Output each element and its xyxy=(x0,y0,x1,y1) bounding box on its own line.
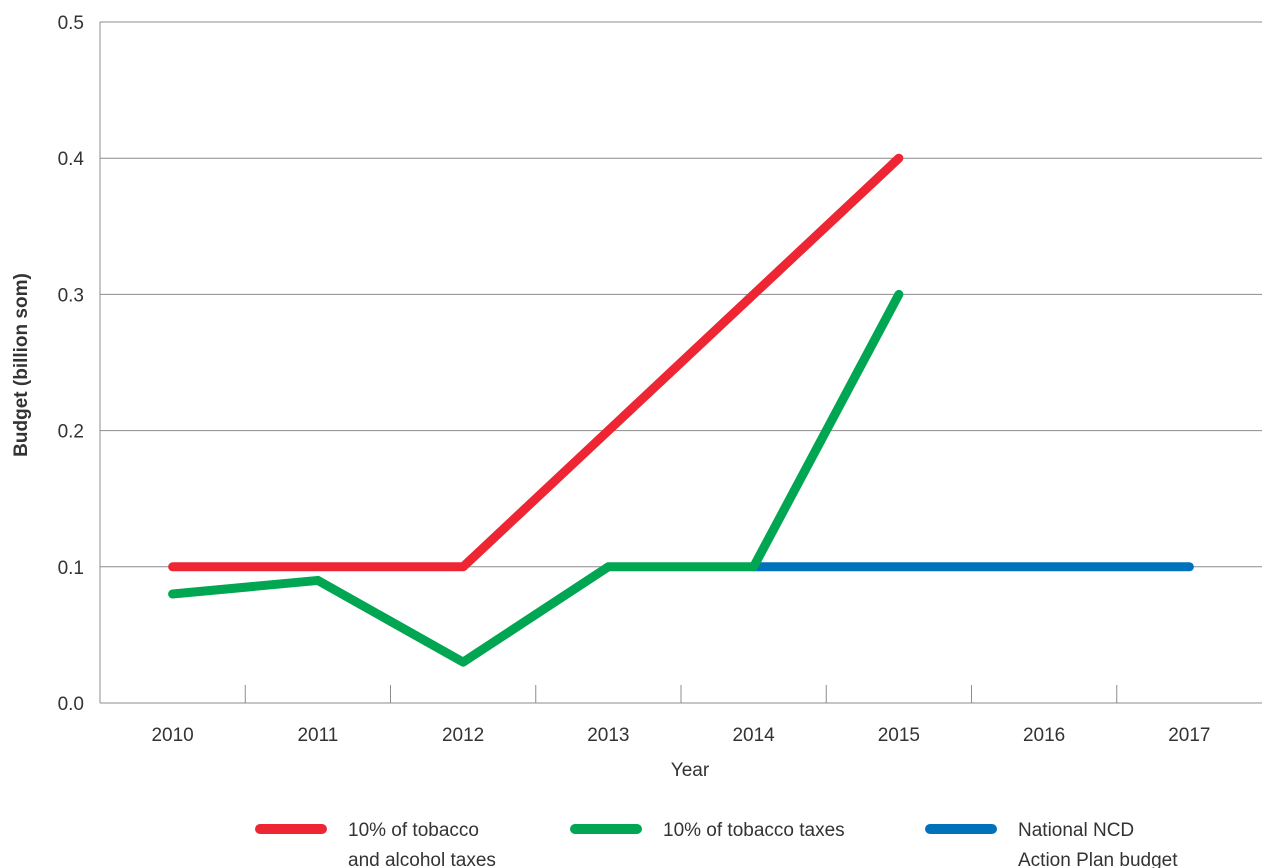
x-tick-labels: 2010 2011 2012 2013 2014 2015 2016 2017 xyxy=(151,725,1210,746)
x-tick-label-2017: 2017 xyxy=(1168,725,1210,746)
legend-label-2: Action Plan budget xyxy=(1018,850,1178,868)
legend-label-1: 10% of tobacco taxes xyxy=(663,820,845,841)
y-tick-label: 0.5 xyxy=(58,13,84,34)
x-tick-label-2014: 2014 xyxy=(732,725,775,746)
legend-label-0: and alcohol taxes xyxy=(348,850,496,868)
y-tick-label: 0.0 xyxy=(58,694,84,715)
legend: 10% of tobacco and alcohol taxes 10% of to… xyxy=(255,820,1178,868)
x-tick-label-2013: 2013 xyxy=(587,725,629,746)
series-line-0 xyxy=(168,153,904,572)
y-tick-label: 0.1 xyxy=(58,558,84,579)
legend-label-2: National NCD xyxy=(1018,820,1134,841)
x-tick-label-2015: 2015 xyxy=(878,725,920,746)
x-tick-label-2016: 2016 xyxy=(1023,725,1065,746)
y-tick-label: 0.4 xyxy=(58,149,85,170)
x-axis-title: Year xyxy=(671,760,710,781)
series-lines xyxy=(168,153,1194,667)
legend-label-0: 10% of tobacco xyxy=(348,820,479,841)
x-tick-label-2010: 2010 xyxy=(151,725,193,746)
y-tick-label: 0.2 xyxy=(58,422,84,443)
axes xyxy=(99,22,1262,704)
y-axis-title: Budget (billion som) xyxy=(11,273,32,457)
gridlines xyxy=(100,21,1262,568)
x-tick-label-2011: 2011 xyxy=(297,725,338,746)
series-line-1 xyxy=(168,289,904,667)
x-tick-label-2012: 2012 xyxy=(442,725,484,746)
y-tick-labels: 0.0 0.1 0.2 0.3 0.4 0.5 xyxy=(58,13,85,715)
y-tick-label: 0.3 xyxy=(58,285,84,306)
